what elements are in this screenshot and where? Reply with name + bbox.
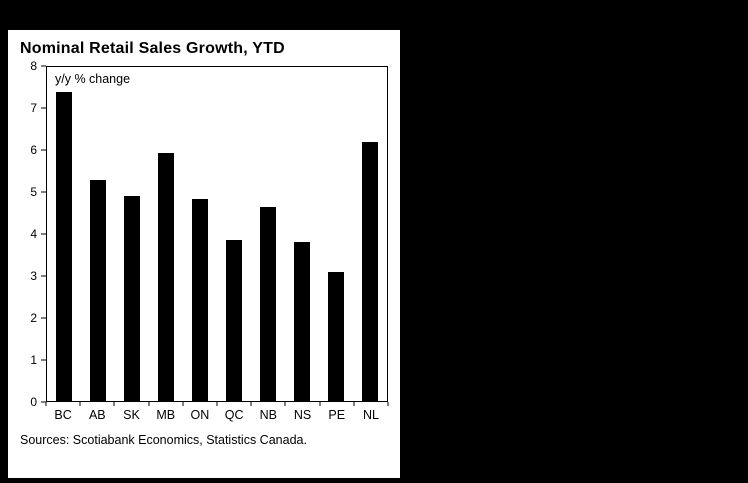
x-tick-label-nl: NL — [362, 408, 379, 422]
plot-area: y/y % change — [46, 66, 388, 402]
x-tick-label-sk: SK — [123, 408, 140, 422]
x-axis-ticks — [45, 402, 389, 406]
x-tick-label-mb: MB — [156, 408, 176, 422]
bar-nb — [260, 206, 276, 401]
bar-mb — [158, 152, 174, 401]
y-tick-mark — [41, 401, 46, 403]
y-tick-label: 6 — [30, 143, 37, 157]
y-tick-label: 7 — [30, 101, 37, 115]
y-tick-label: 5 — [30, 185, 37, 199]
x-tick-mark — [250, 402, 252, 406]
y-tick-mark — [41, 191, 46, 193]
x-tick-mark — [353, 402, 355, 406]
bar-series — [47, 67, 387, 401]
chart-panel: Nominal Retail Sales Growth, YTD 0 1 2 3 4 5 6… — [8, 30, 400, 478]
y-tick-label: 4 — [30, 227, 37, 241]
chart-title: Nominal Retail Sales Growth, YTD — [20, 40, 285, 57]
y-tick-mark — [41, 65, 46, 67]
y-axis: 0 1 2 3 4 5 6 7 8 — [18, 60, 46, 408]
x-tick-label-ns: NS — [293, 408, 312, 422]
x-axis-labels: BC AB SK MB ON QC NB NS PE NL — [46, 407, 388, 423]
y-tick-label: 8 — [30, 59, 37, 73]
y-tick-label: 1 — [30, 353, 37, 367]
bar-slot-pe — [319, 67, 353, 401]
bar-nl — [362, 142, 378, 401]
x-tick-label-ab: AB — [88, 408, 106, 422]
bar-ns — [294, 242, 310, 401]
x-tick-label-bc: BC — [54, 408, 72, 422]
y-tick-mark — [41, 359, 46, 361]
bar-slot-ns — [285, 67, 319, 401]
x-tick-mark — [319, 402, 321, 406]
x-tick-label-nb: NB — [259, 408, 277, 422]
y-tick-mark — [41, 107, 46, 109]
bar-slot-on — [183, 67, 217, 401]
chart-body: 0 1 2 3 4 5 6 7 8 y/y % change BC AB SK MB ON QC NB NS P… — [18, 60, 389, 423]
plot-column: y/y % change BC AB SK MB ON QC NB NS PE NL — [45, 66, 389, 423]
bar-slot-bc — [47, 67, 81, 401]
y-tick-label: 2 — [30, 311, 37, 325]
bar-pe — [328, 271, 344, 401]
source-note: Sources: Scotiabank Economics, Statistic… — [20, 433, 307, 448]
bar-slot-mb — [149, 67, 183, 401]
bar-bc — [56, 92, 72, 401]
bar-ab — [90, 179, 106, 401]
x-tick-label-pe: PE — [328, 408, 346, 422]
x-tick-label-qc: QC — [224, 408, 244, 422]
bar-slot-sk — [115, 67, 149, 401]
x-tick-mark — [182, 402, 184, 406]
y-tick-mark — [41, 317, 46, 319]
y-tick-mark — [41, 275, 46, 277]
y-tick-label: 3 — [30, 269, 37, 283]
y-tick-label: 0 — [30, 395, 37, 409]
x-tick-label-on: ON — [190, 408, 210, 422]
bar-slot-nl — [353, 67, 387, 401]
bar-slot-ab — [81, 67, 115, 401]
y-axis-unit-label: y/y % change — [55, 72, 131, 86]
y-tick-mark — [41, 233, 46, 235]
bar-sk — [124, 196, 140, 401]
bar-slot-nb — [251, 67, 285, 401]
x-tick-mark — [387, 402, 389, 406]
x-tick-mark — [148, 402, 150, 406]
x-tick-mark — [113, 402, 115, 406]
bar-on — [192, 198, 208, 401]
x-tick-mark — [216, 402, 218, 406]
bar-qc — [226, 240, 242, 401]
bar-slot-qc — [217, 67, 251, 401]
x-tick-mark — [45, 402, 47, 406]
x-tick-mark — [79, 402, 81, 406]
x-tick-mark — [284, 402, 286, 406]
y-tick-mark — [41, 149, 46, 151]
